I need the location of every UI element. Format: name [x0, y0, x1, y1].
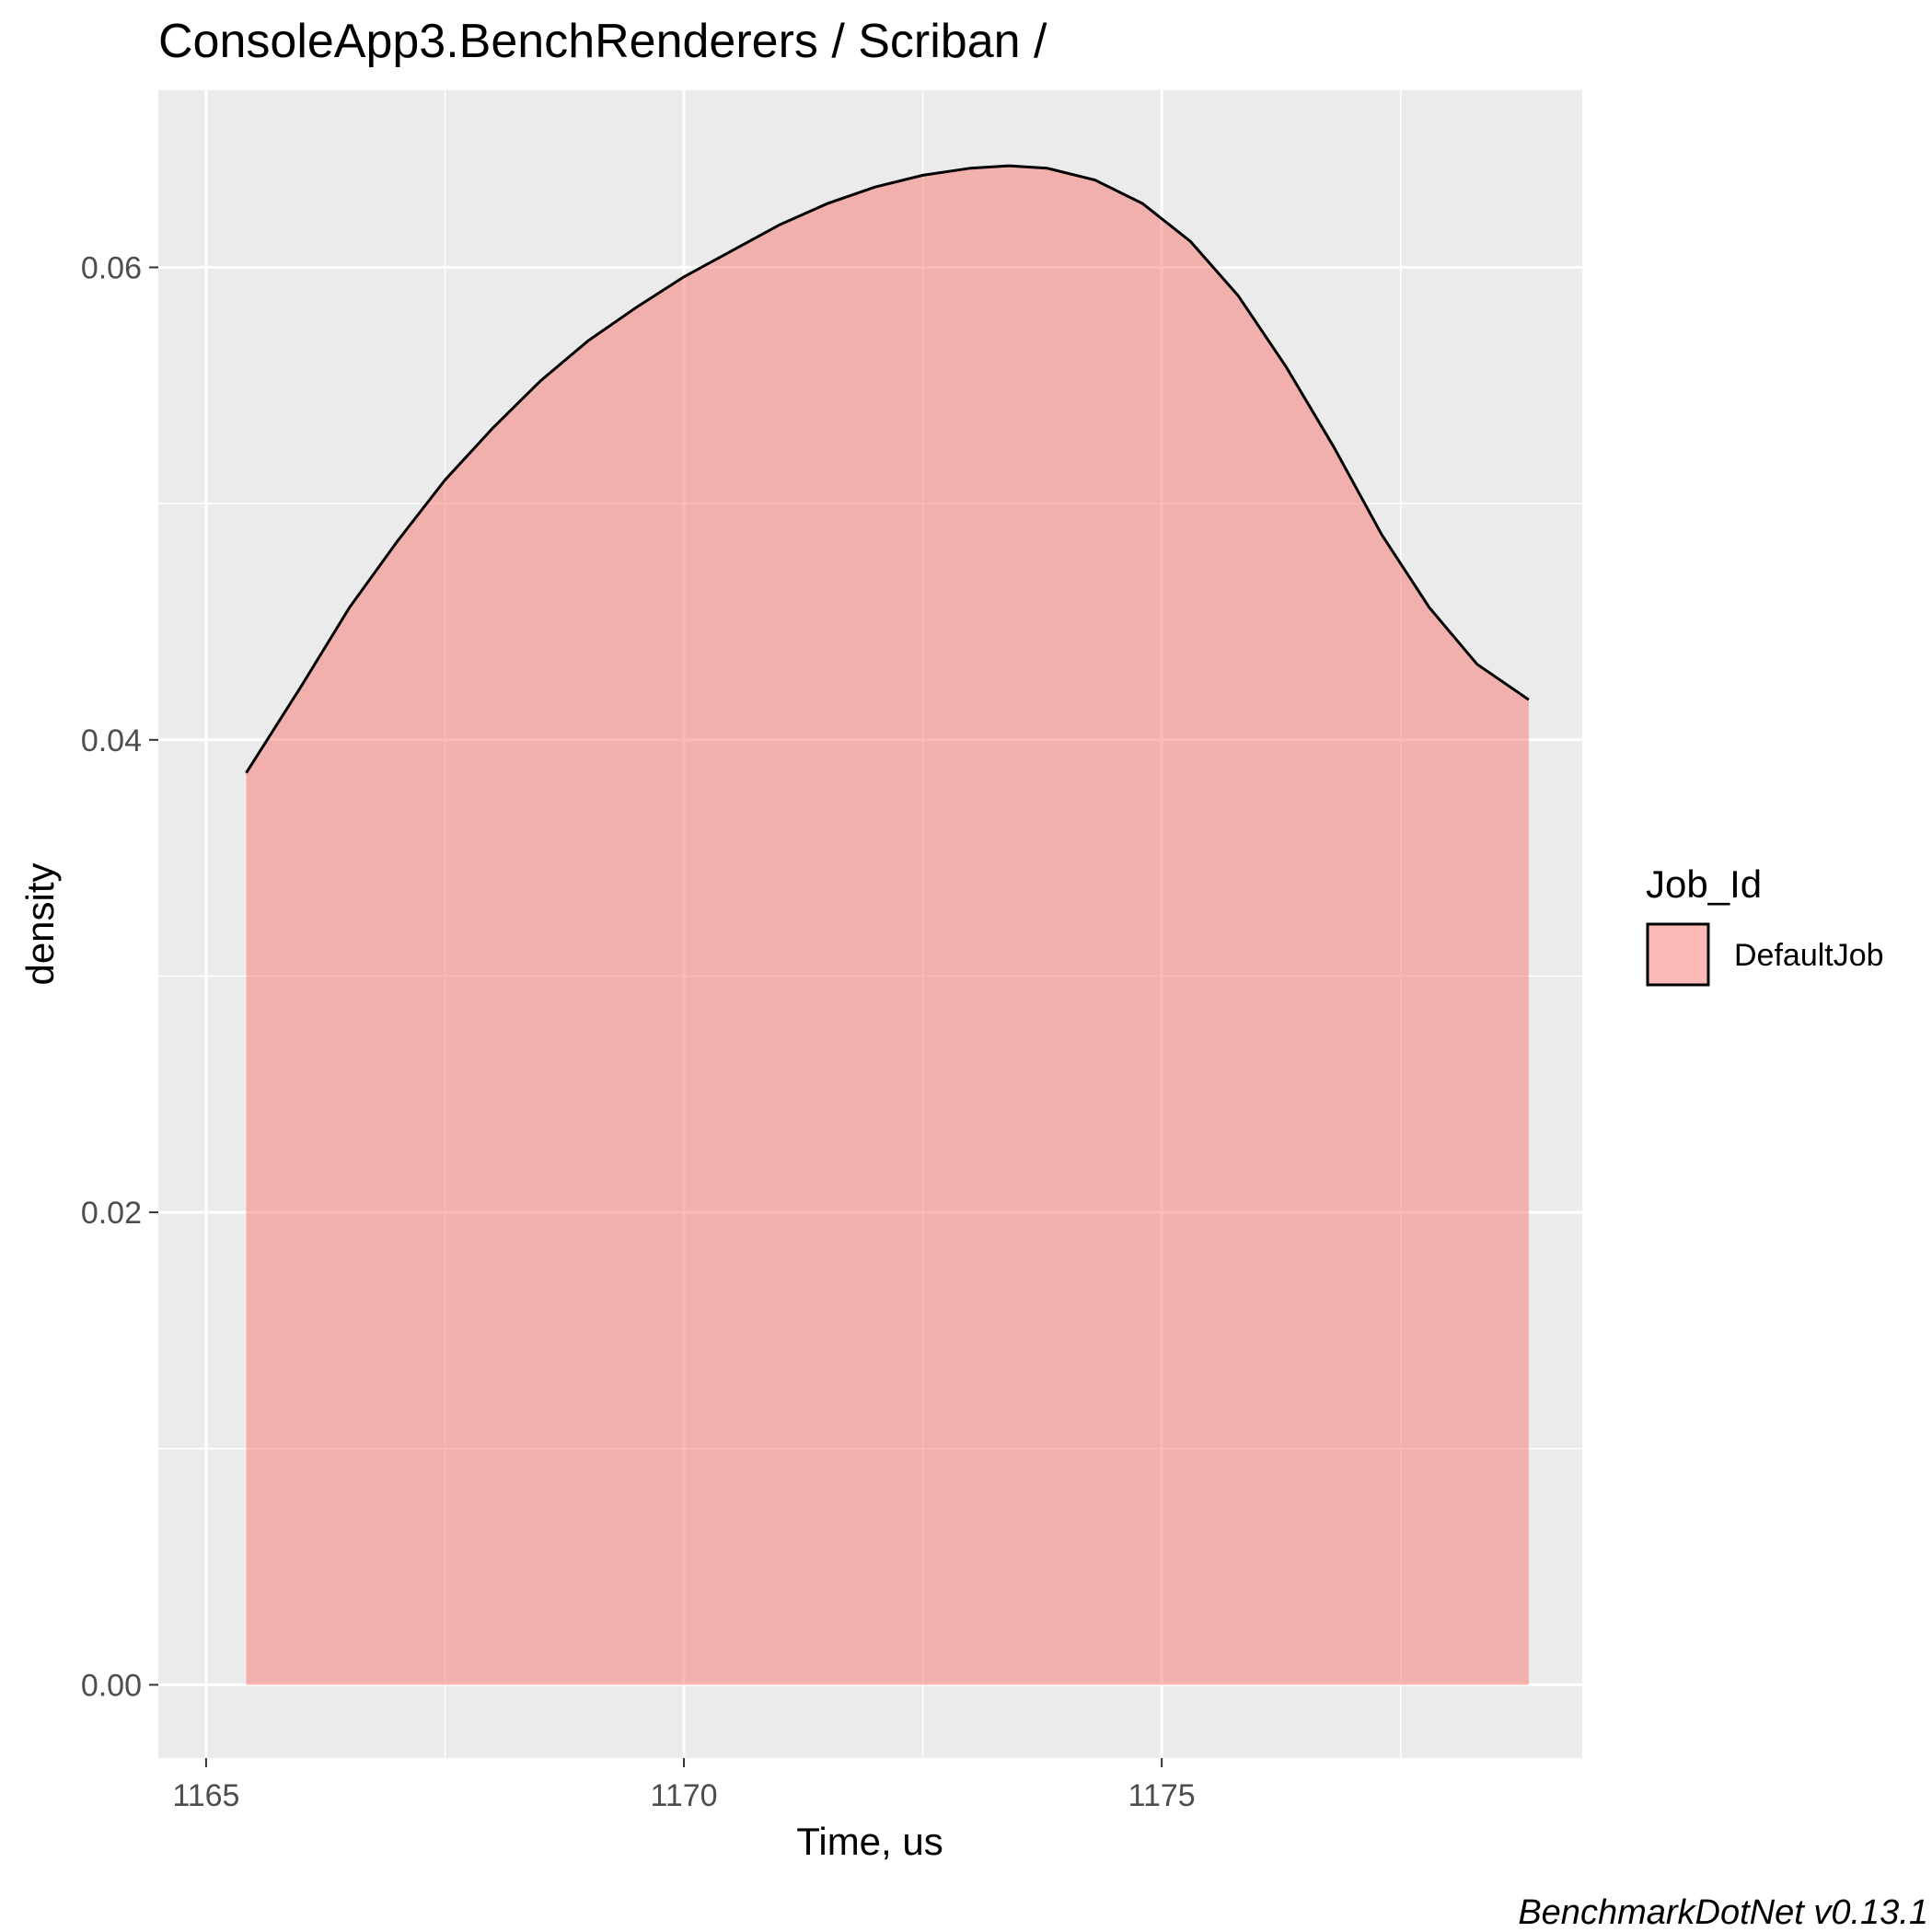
x-axis-title: Time, us — [796, 1820, 943, 1863]
y-tick-label: 0.02 — [81, 1196, 142, 1231]
x-tick-label: 1170 — [650, 1778, 717, 1813]
y-axis: 0.00 0.02 0.04 0.06 — [81, 250, 158, 1703]
legend: Job_Id DefaultJob — [1646, 862, 1884, 987]
x-tick-label: 1175 — [1128, 1778, 1196, 1813]
x-tick-label: 1165 — [172, 1778, 239, 1813]
y-tick-label: 0.06 — [81, 250, 142, 285]
y-axis-title: density — [18, 862, 62, 985]
density-area — [246, 166, 1529, 1685]
legend-title: Job_Id — [1646, 862, 1762, 906]
y-tick-label: 0.00 — [81, 1668, 142, 1703]
y-tick-label: 0.04 — [81, 723, 142, 758]
x-axis: 1165 1170 1175 — [172, 1758, 1196, 1813]
legend-label-defaultjob: DefaultJob — [1734, 938, 1884, 973]
chart-caption: BenchmarkDotNet v0.13.1 — [1518, 1893, 1928, 1932]
density-curve — [245, 164, 1530, 774]
chart-title: ConsoleApp3.BenchRenderers / Scriban / — [158, 15, 1047, 68]
legend-key-defaultjob — [1646, 922, 1710, 987]
